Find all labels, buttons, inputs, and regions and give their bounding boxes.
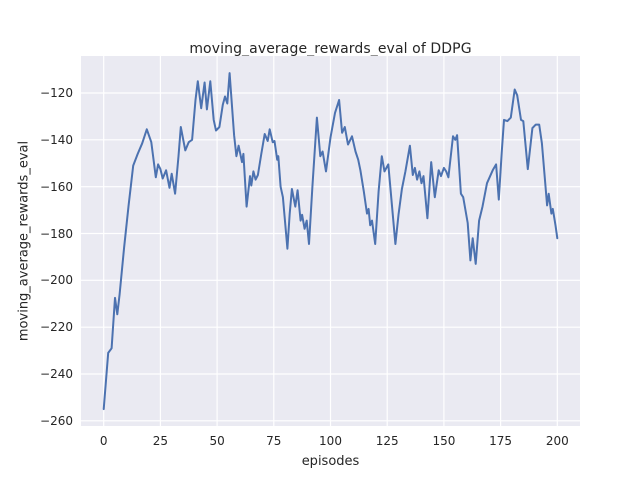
x-tick-label: 25 [152, 434, 169, 448]
y-tick-label: −220 [40, 320, 73, 335]
x-tick-label: 100 [319, 434, 342, 448]
y-tick-label: −260 [40, 413, 73, 428]
x-tick-label: 125 [375, 434, 399, 448]
x-tick-label: 175 [489, 434, 513, 448]
x-tick-label: 0 [99, 434, 108, 448]
y-tick-label: −120 [40, 86, 73, 100]
chart-title: moving_average_rewards_eval of DDPG [189, 41, 472, 57]
y-tick-label: −180 [40, 226, 73, 241]
x-tick-label: 150 [432, 434, 456, 448]
x-tick-label: 75 [266, 434, 282, 448]
y-tick-label: −160 [40, 179, 73, 194]
y-tick-label: −240 [40, 367, 73, 381]
y-tick-label: −140 [40, 132, 73, 147]
x-tick-label: 50 [209, 434, 225, 448]
plot-area [81, 56, 580, 426]
x-tick-label: 200 [545, 434, 569, 448]
x-axis-label: episodes [301, 454, 360, 469]
reward-line [102, 72, 559, 411]
y-axis-label: moving_average_rewards_eval [16, 140, 32, 342]
y-tick-label: −200 [40, 273, 73, 288]
line-chart-svg [81, 56, 580, 426]
